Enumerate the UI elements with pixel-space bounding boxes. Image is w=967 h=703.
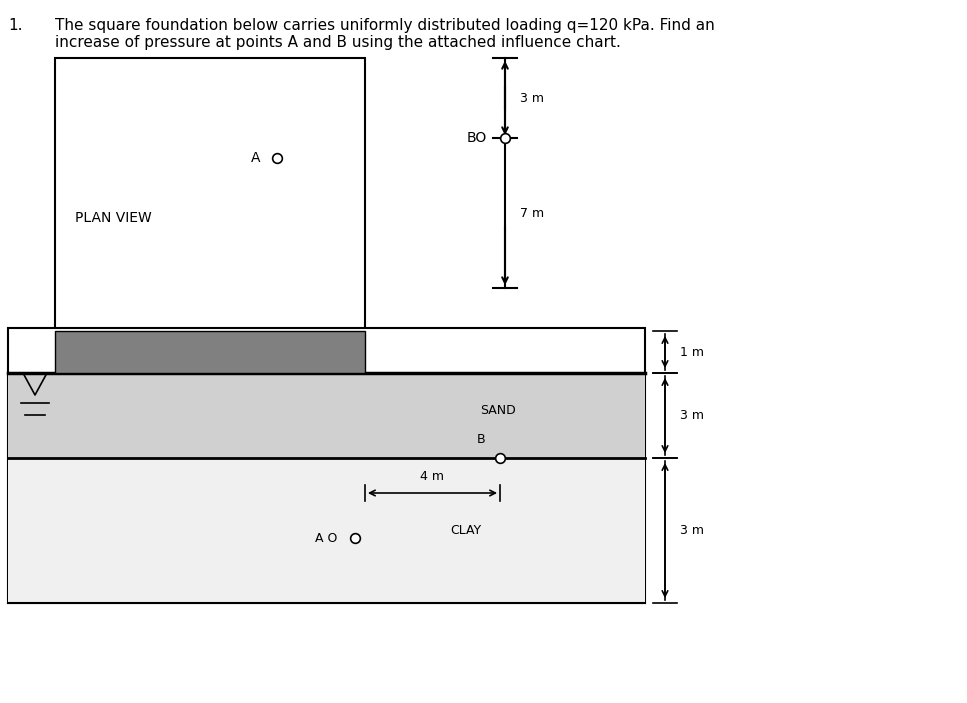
Text: A O: A O	[314, 531, 337, 545]
Text: 1.: 1.	[8, 18, 22, 33]
Text: 3 m: 3 m	[680, 524, 704, 537]
Text: A: A	[250, 151, 260, 165]
Text: 1 m: 1 m	[680, 345, 704, 359]
Text: 7 m: 7 m	[520, 207, 544, 219]
Bar	[8, 458, 645, 603]
Text: BO: BO	[467, 131, 487, 145]
Text: 3 m: 3 m	[520, 91, 544, 105]
Bar	[55, 331, 365, 373]
Text: SAND: SAND	[480, 404, 515, 417]
Text: 4 m: 4 m	[421, 470, 445, 483]
Text: 3 m: 3 m	[680, 409, 704, 422]
Text: PLAN VIEW: PLAN VIEW	[75, 211, 152, 225]
Text: B: B	[477, 433, 485, 446]
Text: CLAY: CLAY	[450, 524, 482, 537]
Bar	[8, 328, 645, 603]
Bar	[8, 373, 645, 458]
Bar	[55, 58, 365, 338]
Text: The square foundation below carries uniformly distributed loading q=120 kPa. Fin: The square foundation below carries unif…	[55, 18, 715, 51]
